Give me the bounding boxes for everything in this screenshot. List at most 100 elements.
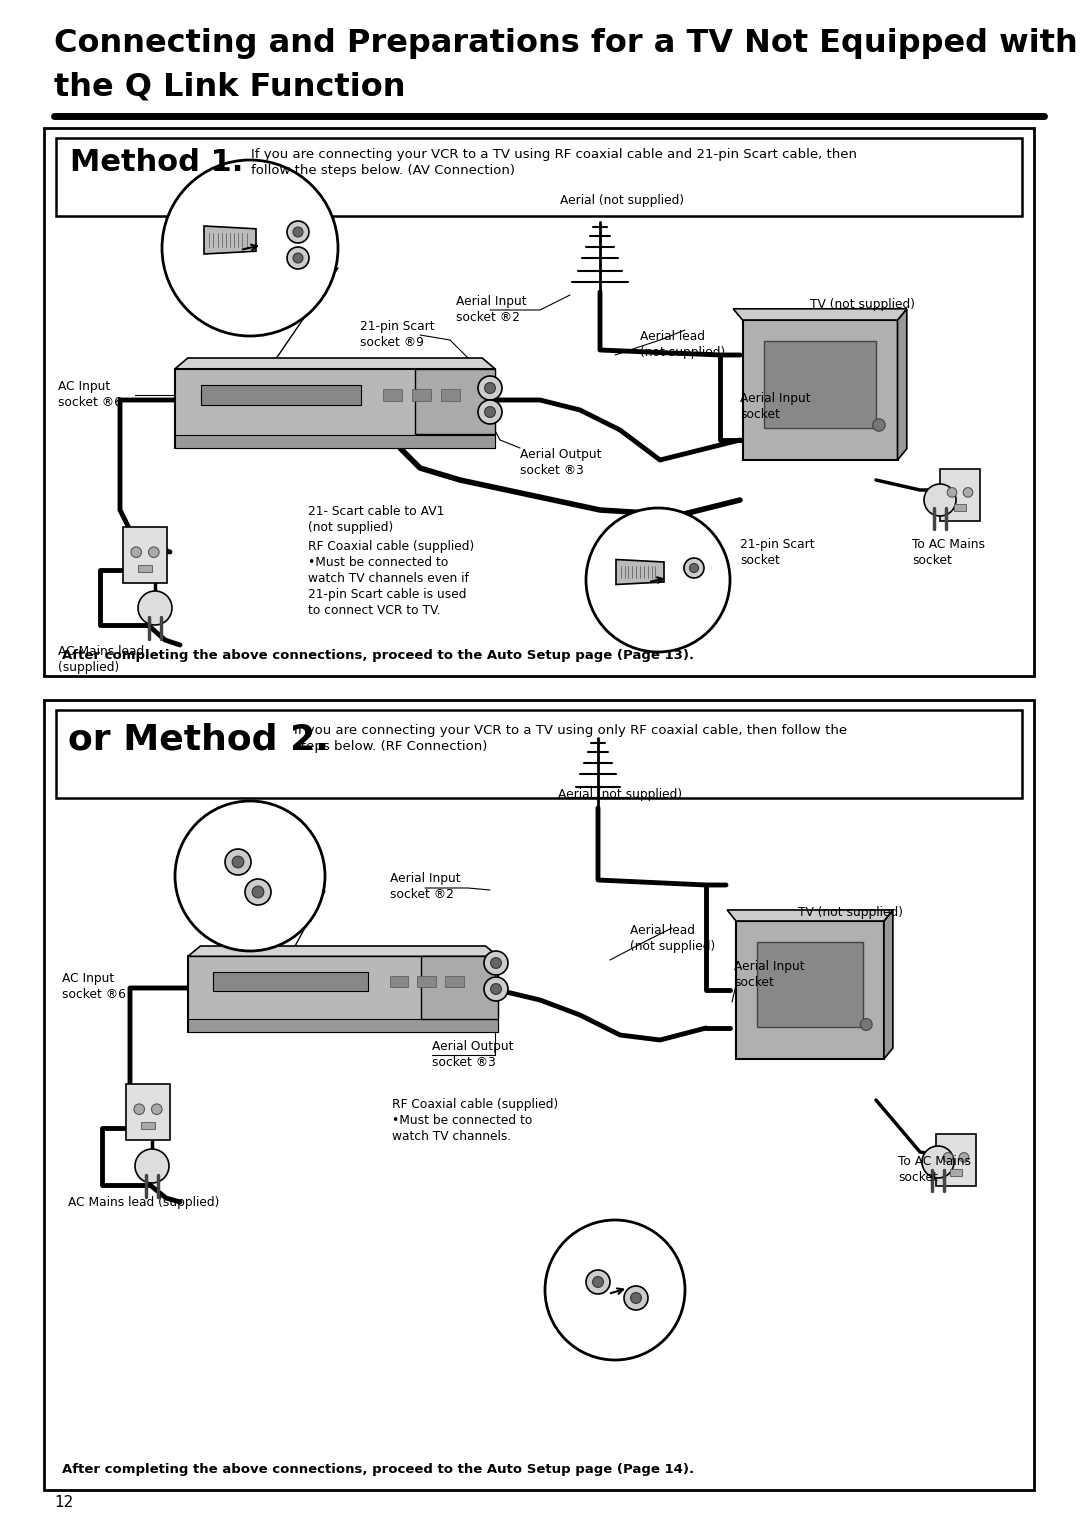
Text: If you are connecting your VCR to a TV using only RF coaxial cable, then follow : If you are connecting your VCR to a TV u…: [294, 723, 847, 752]
Text: Aerial lead
(not supplied): Aerial lead (not supplied): [640, 330, 726, 359]
Bar: [56, 710, 1022, 798]
Polygon shape: [897, 308, 907, 459]
Circle shape: [861, 1018, 873, 1030]
Circle shape: [293, 253, 303, 262]
Text: If you are connecting your VCR to a TV using RF coaxial cable and 21-pin Scart c: If you are connecting your VCR to a TV u…: [251, 148, 858, 177]
Circle shape: [287, 247, 309, 269]
Text: or Method 2.: or Method 2.: [68, 722, 329, 755]
Text: Aerial Input
socket: Aerial Input socket: [740, 392, 811, 421]
Text: 12: 12: [54, 1495, 73, 1511]
Circle shape: [484, 951, 508, 975]
Circle shape: [586, 508, 730, 652]
Bar: [735, 922, 885, 1059]
Text: Method 1.: Method 1.: [70, 148, 243, 177]
Bar: [44, 700, 1034, 1489]
Text: Aerial Output
socket ®3: Aerial Output socket ®3: [519, 449, 602, 478]
Circle shape: [245, 879, 271, 905]
Circle shape: [162, 160, 338, 336]
Circle shape: [943, 1152, 953, 1163]
Bar: [954, 505, 966, 511]
Circle shape: [684, 559, 704, 578]
Polygon shape: [733, 308, 907, 320]
Text: Aerial (not supplied): Aerial (not supplied): [561, 194, 684, 208]
Bar: [765, 340, 876, 427]
Circle shape: [922, 1146, 954, 1178]
Text: Aerial Input
socket ®2: Aerial Input socket ®2: [456, 295, 527, 324]
Text: AC Mains lead
(supplied): AC Mains lead (supplied): [58, 645, 145, 674]
Bar: [126, 1083, 170, 1140]
Circle shape: [485, 383, 496, 394]
Bar: [757, 942, 863, 1027]
Text: AC Input
socket ®6: AC Input socket ®6: [62, 972, 126, 1001]
Bar: [420, 957, 498, 1019]
Text: To AC Mains
socket: To AC Mains socket: [912, 539, 985, 568]
Text: After completing the above connections, proceed to the Auto Setup page (Page 14): After completing the above connections, …: [62, 1463, 694, 1476]
Polygon shape: [175, 359, 495, 369]
Bar: [383, 389, 402, 401]
Circle shape: [287, 221, 309, 243]
Text: the Q Link Function: the Q Link Function: [54, 72, 405, 102]
Bar: [138, 565, 151, 572]
Circle shape: [545, 1219, 685, 1360]
Circle shape: [924, 484, 956, 516]
Circle shape: [484, 977, 508, 1001]
Bar: [940, 468, 980, 520]
Circle shape: [252, 887, 264, 897]
Bar: [411, 389, 431, 401]
Bar: [123, 526, 167, 583]
Text: RF Coaxial cable (supplied)
•Must be connected to
watch TV channels even if
21-p: RF Coaxial cable (supplied) •Must be con…: [308, 540, 474, 617]
Polygon shape: [885, 909, 893, 1059]
Text: Aerial Input
socket: Aerial Input socket: [734, 960, 805, 989]
Text: Connecting and Preparations for a TV Not Equipped with: Connecting and Preparations for a TV Not…: [54, 27, 1078, 60]
Circle shape: [151, 1103, 162, 1114]
Circle shape: [134, 1103, 145, 1114]
Bar: [936, 1134, 976, 1186]
Polygon shape: [204, 226, 256, 253]
Bar: [743, 320, 897, 459]
Polygon shape: [188, 946, 498, 957]
Bar: [390, 975, 408, 987]
Text: AC Input
socket ®6: AC Input socket ®6: [58, 380, 122, 409]
Circle shape: [873, 418, 886, 432]
Circle shape: [485, 406, 496, 418]
Bar: [445, 975, 464, 987]
Text: Aerial (not supplied): Aerial (not supplied): [558, 787, 683, 801]
Circle shape: [586, 1270, 610, 1294]
Bar: [201, 385, 361, 404]
Circle shape: [138, 591, 172, 626]
Circle shape: [131, 546, 141, 557]
Polygon shape: [616, 560, 664, 584]
Text: 21- Scart cable to AV1
(not supplied): 21- Scart cable to AV1 (not supplied): [308, 505, 444, 534]
Circle shape: [478, 400, 502, 424]
Circle shape: [631, 1293, 642, 1303]
Text: AC Mains lead (supplied): AC Mains lead (supplied): [68, 1196, 219, 1209]
Circle shape: [478, 375, 502, 400]
Bar: [56, 137, 1022, 217]
Bar: [175, 369, 495, 449]
Bar: [415, 369, 495, 435]
Bar: [44, 128, 1034, 676]
Text: TV (not supplied): TV (not supplied): [810, 298, 915, 311]
Text: RF Coaxial cable (supplied)
•Must be connected to
watch TV channels.: RF Coaxial cable (supplied) •Must be con…: [392, 1099, 558, 1143]
Bar: [417, 975, 436, 987]
Circle shape: [232, 856, 244, 868]
Polygon shape: [727, 909, 893, 922]
Circle shape: [963, 488, 973, 497]
Text: Aerial lead
(not supplied): Aerial lead (not supplied): [630, 925, 715, 954]
Circle shape: [624, 1286, 648, 1309]
Circle shape: [490, 984, 501, 995]
Circle shape: [947, 488, 957, 497]
Text: After completing the above connections, proceed to the Auto Setup page (Page 13): After completing the above connections, …: [62, 649, 694, 662]
Bar: [188, 1019, 498, 1032]
Circle shape: [225, 848, 251, 874]
Circle shape: [293, 227, 303, 237]
Text: Aerial Output
socket ®3: Aerial Output socket ®3: [432, 1041, 513, 1070]
Text: To AC Mains
socket: To AC Mains socket: [897, 1155, 971, 1184]
Circle shape: [490, 958, 501, 969]
Bar: [175, 435, 495, 449]
Bar: [213, 972, 368, 990]
Circle shape: [689, 563, 699, 572]
Circle shape: [593, 1277, 604, 1288]
Circle shape: [175, 801, 325, 951]
Text: TV (not supplied): TV (not supplied): [798, 906, 903, 919]
